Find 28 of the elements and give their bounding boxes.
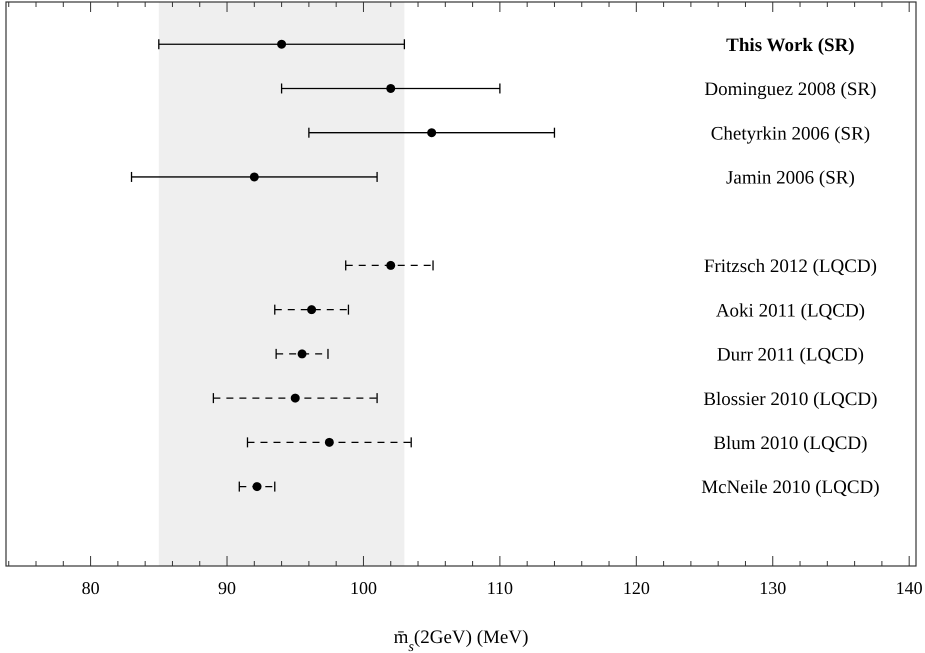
point (252, 482, 262, 492)
point (386, 260, 396, 270)
y-tick-label: McNeile 2010 (LQCD) (701, 477, 880, 498)
point (290, 394, 300, 403)
x-tick-label: 140 (896, 578, 923, 598)
point (250, 172, 259, 182)
x-axis-title: m̄$_{s}$(2GeV) (MeV) (394, 627, 528, 653)
x-tick-label: 130 (759, 578, 786, 598)
y-tick-label: This Work (SR) (726, 34, 855, 56)
point (277, 40, 286, 49)
x-tick-label: 80 (82, 578, 100, 598)
y-tick-label: Jamin 2006 (SR) (726, 168, 855, 189)
y-tick-label: Blum 2010 (LQCD) (713, 433, 868, 454)
point (324, 438, 334, 447)
y-tick-label: Durr 2011 (LQCD) (716, 344, 864, 366)
x-tick-label: 100 (350, 578, 377, 598)
y-tick-label: Aoki 2011 (LQCD) (716, 300, 866, 322)
point (386, 84, 396, 93)
y-tick-label: Blossier 2010 (LQCD) (703, 388, 878, 410)
y-tick-label: Fritzsch 2012 (LQCD) (704, 256, 877, 278)
x-tick-label: 90 (218, 578, 236, 598)
point (298, 349, 307, 358)
y-tick-label: Chetyrkin 2006 (SR) (710, 123, 870, 144)
y-tick-label: Dominguez 2008 (SR) (704, 79, 876, 100)
x-tick-label: 110 (486, 578, 514, 598)
x-tick-label: 120 (622, 578, 650, 598)
point (427, 128, 436, 138)
point (307, 305, 316, 314)
